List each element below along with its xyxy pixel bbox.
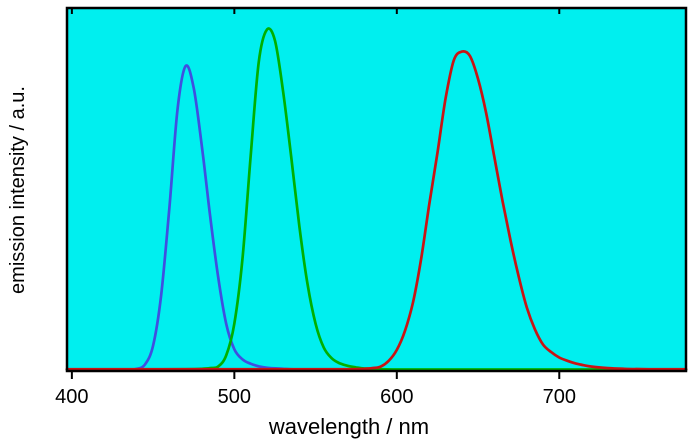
series-curve-1 [65,27,688,371]
x-axis-tick-labels: 400 500 600 700 [55,386,576,408]
x-tick-label: 700 [543,386,576,408]
x-tick-label: 400 [55,386,88,408]
plot-background [67,8,686,371]
x-tick-label: 600 [380,386,413,408]
x-axis-label: wavelength / nm [268,414,429,439]
series-curve-2 [65,49,688,371]
x-tick-label: 500 [218,386,251,408]
plot-frame [65,6,688,373]
x-axis-ticks [70,8,561,379]
y-axis-label: emission intensity / a.u. [7,86,29,294]
